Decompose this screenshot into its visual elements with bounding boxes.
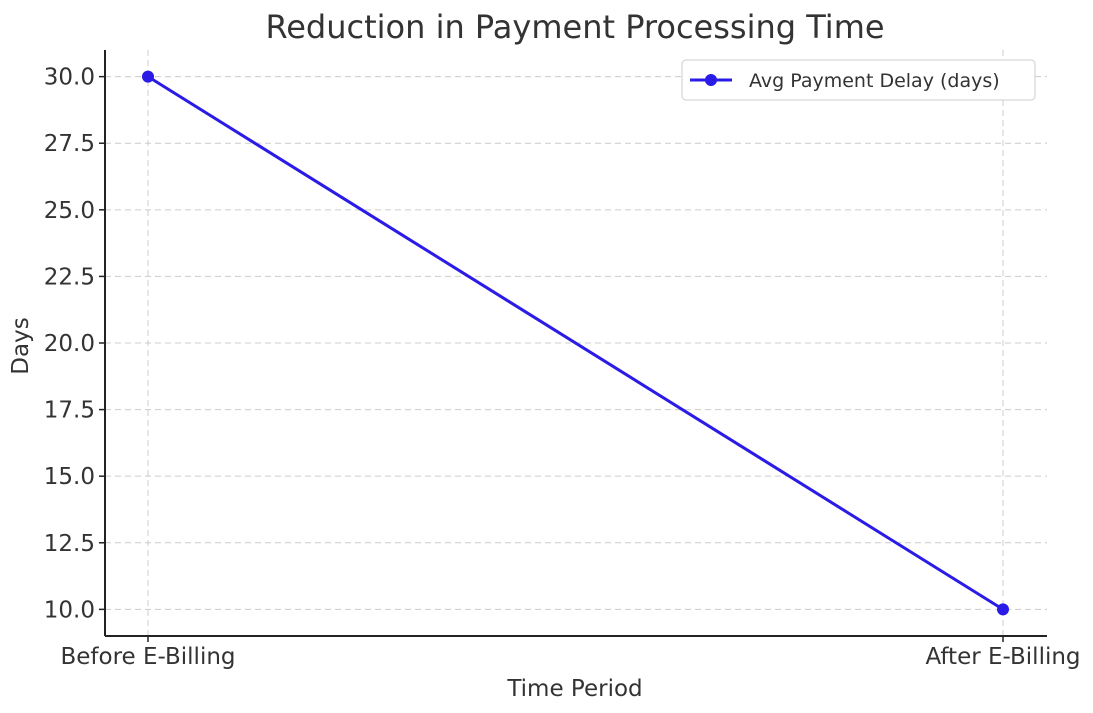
y-axis-ticks: 10.0 12.5 15.0 17.5 20.0 22.5 25.0 27.5 30.0 (44, 65, 105, 623)
legend-marker-swatch (705, 74, 717, 86)
grid (105, 50, 1047, 636)
data-point (142, 70, 154, 83)
y-tick-label: 15.0 (44, 464, 95, 490)
y-tick-label: 20.0 (44, 331, 95, 357)
y-tick-label: 30.0 (44, 65, 95, 91)
x-tick-label: Before E-Billing (60, 644, 235, 670)
y-tick-label: 10.0 (44, 597, 95, 623)
y-tick-label: 27.5 (44, 131, 95, 157)
legend: Avg Payment Delay (days) (681, 59, 1036, 101)
y-tick-label: 17.5 (44, 398, 95, 424)
y-tick-label: 22.5 (44, 264, 95, 290)
series-line (147, 75, 1004, 611)
x-axis-label: Time Period (506, 676, 642, 702)
data-point (997, 603, 1009, 616)
chart-title: Reduction in Payment Processing Time (265, 8, 884, 46)
y-tick-label: 25.0 (44, 198, 95, 224)
legend-label: Avg Payment Delay (days) (749, 70, 1000, 92)
x-axis-ticks: Before E-Billing After E-Billing (60, 636, 1081, 670)
y-tick-label: 12.5 (44, 531, 95, 557)
x-tick-label: After E-Billing (925, 644, 1080, 670)
y-axis-label: Days (8, 317, 34, 374)
series-group (142, 70, 1009, 616)
legend-box (681, 59, 1036, 101)
